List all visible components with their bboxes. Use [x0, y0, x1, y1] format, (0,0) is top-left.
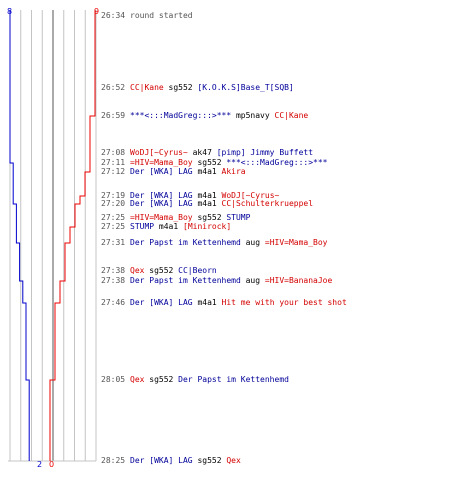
event-text: round started	[130, 11, 193, 20]
event-message: Der Papst im Kettenhemd aug =HIV=BananaJ…	[130, 276, 332, 286]
player-name: [K.O.K.S]Base_T[SQB]	[197, 83, 294, 92]
event-message: STUMP m4a1 [Minirock]	[130, 222, 231, 232]
event-message: Der [WKA] LAG m4a1 Hit me with your best…	[130, 298, 347, 308]
weapon-name: ak47	[187, 148, 217, 157]
player-name: Der [WKA] LAG	[130, 167, 193, 176]
event-time: 27:08	[101, 148, 126, 157]
player-name: ***<:::MadGreg:::>***	[130, 111, 232, 120]
event-time: 27:25	[101, 222, 126, 231]
event-message: ***<:::MadGreg:::>*** mp5navy CC|Kane	[130, 111, 308, 121]
player-name: CC|Kane	[274, 111, 309, 120]
weapon-name: m4a1	[192, 298, 222, 307]
event-message: =HIV=Mama_Boy sg552 ***<:::MadGreg:::>**…	[130, 158, 328, 168]
player-name: =HIV=BananaJoe	[264, 276, 333, 285]
event-message: round started	[130, 11, 193, 21]
weapon-name: sg552	[144, 375, 179, 384]
player-name: Der Papst im Kettenhemd	[130, 276, 241, 285]
event-time: 27:25	[101, 213, 126, 222]
weapon-name: m4a1	[192, 191, 222, 200]
player-name: CC|Beorn	[178, 266, 217, 275]
player-name: STUMP	[226, 213, 251, 222]
weapon-name: m4a1	[154, 222, 183, 231]
event-time: 26:59	[101, 111, 126, 120]
red-team-line	[49, 10, 96, 461]
player-name: CC|Kane	[130, 83, 164, 92]
weapon-name: sg552	[144, 266, 179, 275]
event-time: 27:38	[101, 276, 126, 285]
weapon-name: mp5navy	[231, 111, 275, 120]
event-message: WoDJ[~Cyrus~ ak47 [pimp] Jimmy Buffett	[130, 148, 313, 158]
player-name: [Minirock]	[183, 222, 232, 231]
event-message: Der [WKA] LAG sg552 Qex	[130, 456, 241, 466]
weapon-name: sg552	[192, 213, 227, 222]
event-message: Der [WKA] LAG m4a1 Akira	[130, 167, 246, 177]
blue-end-count: 2	[37, 460, 42, 469]
event-time: 27:38	[101, 266, 126, 275]
player-name: Der [WKA] LAG	[130, 199, 193, 208]
player-name: Der Papst im Kettenhemd	[130, 238, 241, 247]
event-message: Qex sg552 CC|Beorn	[130, 266, 217, 276]
weapon-name: sg552	[192, 158, 227, 167]
event-time: 28:05	[101, 375, 126, 384]
weapon-name: aug	[240, 276, 265, 285]
player-name: Akira	[221, 167, 246, 176]
player-name: Qex	[226, 456, 241, 465]
weapon-name: m4a1	[192, 199, 222, 208]
player-name: Der Papst im Kettenhemd	[178, 375, 289, 384]
event-time: 27:31	[101, 238, 126, 247]
player-name: Qex	[130, 375, 145, 384]
player-name: STUMP	[130, 222, 155, 231]
weapon-name: sg552	[163, 83, 198, 92]
player-name: =HIV=Mama_Boy	[264, 238, 328, 247]
player-name: Der [WKA] LAG	[130, 456, 193, 465]
event-time: 26:52	[101, 83, 126, 92]
event-message: Der [WKA] LAG m4a1 CC|Schulterkrueppel	[130, 199, 313, 209]
event-time: 27:19	[101, 191, 126, 200]
player-name: WoDJ[~Cyrus~	[221, 191, 280, 200]
event-time: 27:46	[101, 298, 126, 307]
player-name: Der [WKA] LAG	[130, 298, 193, 307]
event-message: =HIV=Mama_Boy sg552 STUMP	[130, 213, 250, 223]
event-message: CC|Kane sg552 [K.O.K.S]Base_T[SQB]	[130, 83, 294, 93]
blue-start-count: 8	[7, 7, 12, 16]
event-message: Qex sg552 Der Papst im Kettenhemd	[130, 375, 289, 385]
weapon-name: sg552	[192, 456, 227, 465]
player-name: [pimp] Jimmy Buffett	[216, 148, 314, 157]
red-start-count: 9	[94, 7, 99, 16]
weapon-name: aug	[240, 238, 265, 247]
player-name: Qex	[130, 266, 145, 275]
blue-team-line	[9, 10, 30, 461]
player-name: Hit me with your best shot	[221, 298, 347, 307]
event-message: Der [WKA] LAG m4a1 WoDJ[~Cyrus~	[130, 191, 279, 201]
player-name: =HIV=Mama_Boy	[130, 158, 193, 167]
player-name: WoDJ[~Cyrus~	[130, 148, 188, 157]
player-name: CC|Schulterkrueppel	[221, 199, 314, 208]
grid-lines	[8, 10, 97, 462]
weapon-name: m4a1	[192, 167, 222, 176]
red-end-count: 0	[49, 460, 54, 469]
event-message: Der Papst im Kettenhemd aug =HIV=Mama_Bo…	[130, 238, 328, 248]
player-name: =HIV=Mama_Boy	[130, 213, 193, 222]
player-name: Der [WKA] LAG	[130, 191, 193, 200]
event-time: 27:11	[101, 158, 126, 167]
event-time: 27:12	[101, 167, 126, 176]
event-time: 27:20	[101, 199, 126, 208]
event-time: 28:25	[101, 456, 126, 465]
player-name: ***<:::MadGreg:::>***	[226, 158, 328, 167]
event-time: 26:34	[101, 11, 126, 20]
